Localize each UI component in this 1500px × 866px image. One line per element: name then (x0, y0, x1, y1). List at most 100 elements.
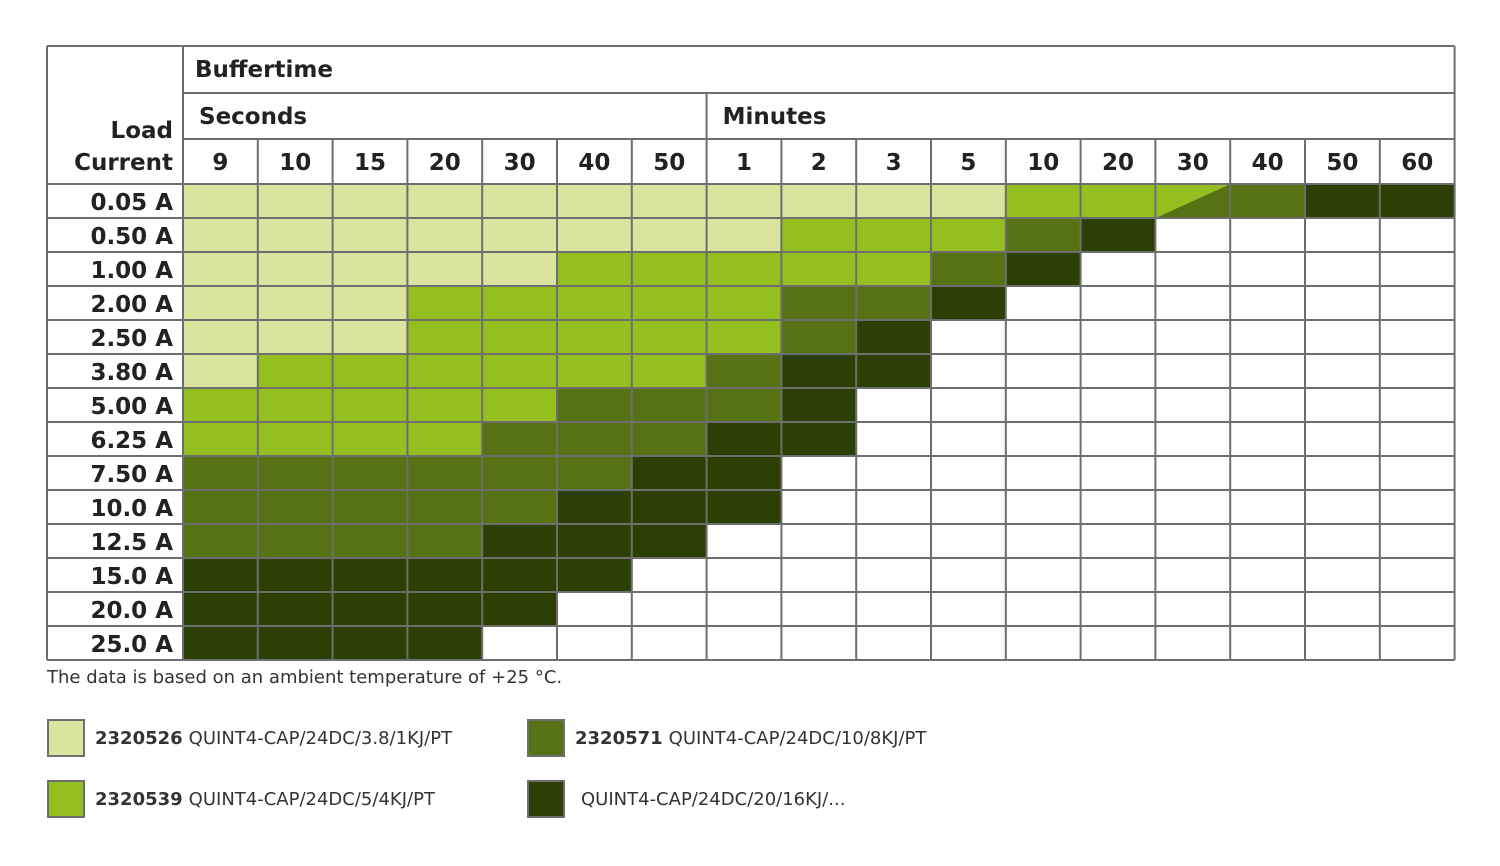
cell (257, 422, 333, 456)
cell (1230, 252, 1305, 286)
cell (706, 524, 782, 558)
cell (631, 320, 707, 354)
cell (332, 184, 408, 218)
cell (781, 524, 857, 558)
cell (332, 354, 408, 388)
cell (1005, 286, 1081, 320)
cell (257, 252, 333, 286)
cell (631, 422, 707, 456)
cell (781, 592, 857, 626)
cell (706, 320, 782, 354)
cell (1379, 320, 1455, 354)
cell (1155, 388, 1231, 422)
cell (1379, 524, 1455, 558)
cell (856, 626, 931, 660)
cell (931, 320, 1006, 354)
cell (482, 286, 557, 320)
cell (1080, 524, 1156, 558)
cell (1379, 422, 1455, 456)
cell (1305, 354, 1380, 388)
column-label: 20 (1102, 150, 1134, 176)
cell (706, 286, 782, 320)
cell (1080, 286, 1156, 320)
cell (931, 456, 1006, 490)
cell (856, 252, 931, 286)
cell (482, 558, 557, 592)
cell (482, 456, 557, 490)
column-group-label: Seconds (199, 104, 307, 130)
cell (183, 456, 258, 490)
legend-swatch-1 (47, 780, 85, 818)
legend-label-0: 2320526 QUINT4-CAP/24DC/3.8/1KJ/PT (95, 728, 452, 749)
legend-product-1: QUINT4-CAP/24DC/5/4KJ/PT (188, 788, 435, 810)
cell (1005, 456, 1081, 490)
cell (183, 354, 258, 388)
cell (931, 558, 1006, 592)
cell (931, 592, 1006, 626)
cell (1005, 252, 1081, 286)
legend-swatch-0 (47, 719, 85, 757)
cell (1305, 252, 1380, 286)
cell (1305, 422, 1380, 456)
cell (631, 218, 707, 252)
cell (407, 456, 483, 490)
cell (1005, 524, 1081, 558)
cell (631, 184, 707, 218)
cell (1305, 524, 1380, 558)
cell (332, 388, 408, 422)
cell (257, 558, 333, 592)
cell (856, 184, 931, 218)
cell (1230, 422, 1305, 456)
cell (1230, 490, 1305, 524)
cell (407, 626, 483, 660)
cell (856, 592, 931, 626)
cell (482, 320, 557, 354)
cell (1155, 558, 1231, 592)
cell (1005, 218, 1081, 252)
cell (1379, 286, 1455, 320)
cell (631, 286, 707, 320)
cell (781, 626, 857, 660)
cell (1155, 286, 1231, 320)
row-label: 2.00 A (90, 292, 173, 318)
cell (1080, 388, 1156, 422)
cell (557, 218, 632, 252)
row-label: 6.25 A (90, 428, 173, 454)
cell (1080, 184, 1156, 218)
column-label: 40 (1252, 150, 1284, 176)
legend-item-1: 2320539 QUINT4-CAP/24DC/5/4KJ/PT (47, 779, 435, 819)
cell (332, 422, 408, 456)
cell (557, 286, 632, 320)
cell (706, 388, 782, 422)
cell (781, 354, 857, 388)
column-label: 3 (886, 150, 902, 176)
cell (183, 320, 258, 354)
cell (1230, 524, 1305, 558)
cell (332, 558, 408, 592)
cell (257, 320, 333, 354)
legend-label-2: 2320571 QUINT4-CAP/24DC/10/8KJ/PT (575, 728, 926, 749)
cell (1379, 218, 1455, 252)
legend-product-3: QUINT4-CAP/24DC/20/16KJ/... (581, 788, 846, 810)
cell (1005, 354, 1081, 388)
cell-split-lower (1155, 184, 1231, 218)
cell (407, 320, 483, 354)
cell (1155, 422, 1231, 456)
cell (482, 592, 557, 626)
cell (631, 558, 707, 592)
cell (1080, 252, 1156, 286)
cell (1305, 388, 1380, 422)
legend-swatch-2 (527, 719, 565, 757)
cell (1080, 218, 1156, 252)
legend-product-0: QUINT4-CAP/24DC/3.8/1KJ/PT (188, 727, 453, 749)
cell (257, 524, 333, 558)
cell (706, 422, 782, 456)
cell (557, 354, 632, 388)
column-label: 15 (354, 150, 386, 176)
cell (407, 252, 483, 286)
cell (482, 218, 557, 252)
cell (706, 218, 782, 252)
row-label: 5.00 A (90, 394, 173, 420)
legend-label-1: 2320539 QUINT4-CAP/24DC/5/4KJ/PT (95, 789, 435, 810)
cell (856, 422, 931, 456)
